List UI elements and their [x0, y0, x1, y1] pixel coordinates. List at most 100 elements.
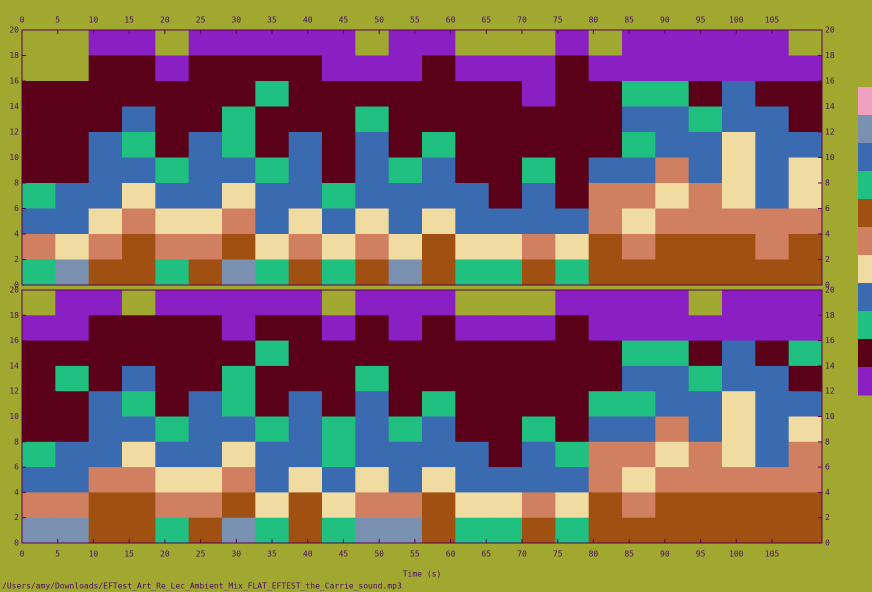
spectrogram-cell	[322, 492, 356, 519]
spectrogram-cell	[655, 30, 690, 56]
spectrogram-cell	[88, 391, 123, 417]
spectrogram-cell	[688, 55, 723, 82]
spectrogram-cell	[488, 340, 523, 367]
spectrogram-cell	[322, 208, 356, 235]
spectrogram-cell	[88, 467, 123, 493]
spectrogram-cell	[155, 365, 190, 392]
spectrogram-cell	[755, 416, 790, 443]
spectrogram-cell	[588, 208, 623, 235]
spectrogram-cell	[722, 492, 756, 519]
y-tick-label: 10	[825, 412, 835, 421]
spectrogram-cell	[788, 132, 823, 158]
spectrogram-cell	[388, 290, 423, 316]
spectrogram-cell	[322, 132, 356, 158]
x-tick-label: 0	[20, 16, 25, 25]
spectrogram-cell	[622, 441, 656, 468]
spectrogram-cell	[422, 315, 456, 342]
x-tick-label: 100	[729, 550, 744, 559]
y-tick-label: 16	[9, 77, 19, 86]
spectrogram-cell	[88, 259, 123, 286]
spectrogram-cell	[688, 290, 723, 316]
spectrogram-cell	[755, 467, 790, 493]
spectrogram-cell	[55, 391, 90, 417]
x-tick-label: 90	[660, 550, 670, 559]
spectrogram-cell	[755, 259, 790, 286]
x-tick-label: 85	[624, 550, 634, 559]
spectrogram-cell	[788, 106, 823, 133]
spectrogram-cell	[188, 467, 223, 493]
spectrogram-cell	[222, 441, 256, 468]
spectrogram-cell	[322, 441, 356, 468]
spectrogram-cell	[655, 259, 690, 286]
spectrogram-cell	[288, 441, 323, 468]
spectrogram-cell	[622, 55, 656, 82]
x-axis-label: Time (s)	[403, 570, 442, 579]
spectrogram-cell	[655, 157, 690, 184]
spectrogram-cell	[55, 492, 90, 519]
y-tick-label: 8	[14, 437, 19, 446]
x-tick-label: 65	[481, 16, 491, 25]
spectrogram-cell	[588, 55, 623, 82]
colorbar-swatch	[858, 171, 872, 200]
spectrogram-cell	[455, 81, 490, 107]
spectrogram-cell	[88, 30, 123, 56]
spectrogram-cell	[155, 492, 190, 519]
x-tick-label: 65	[481, 550, 491, 559]
spectrogram-cell	[155, 315, 190, 342]
spectrogram-cell	[55, 208, 90, 235]
colorbar-swatch	[858, 115, 872, 144]
spectrogram-cell	[755, 340, 790, 367]
spectrogram-cell	[122, 315, 156, 342]
spectrogram-cell	[388, 365, 423, 392]
y-tick-label: 6	[14, 463, 19, 472]
spectrogram-cell	[88, 315, 123, 342]
y-tick-label: 18	[825, 51, 835, 60]
y-tick-label: 16	[825, 336, 835, 345]
spectrogram-cell	[322, 416, 356, 443]
spectrogram-cell	[555, 467, 590, 493]
spectrogram-cell	[488, 106, 523, 133]
spectrogram-cell	[455, 340, 490, 367]
spectrogram-cell	[622, 30, 656, 56]
x-tick-label: 80	[589, 16, 599, 25]
spectrogram-cell	[788, 365, 823, 392]
spectrogram-cell	[322, 234, 356, 260]
spectrogram-cell	[688, 183, 723, 209]
spectrogram-cell	[355, 183, 390, 209]
spectrogram-cell	[622, 290, 656, 316]
spectrogram-cell	[788, 183, 823, 209]
x-tick-label: 70	[517, 550, 527, 559]
spectrogram-cell	[788, 234, 823, 260]
spectrogram-cell	[255, 340, 290, 367]
spectrogram-cell	[122, 290, 156, 316]
colorbar-swatch	[858, 283, 872, 312]
spectrogram-cell	[222, 391, 256, 417]
x-tick-label: 75	[553, 550, 563, 559]
spectrogram-cell	[555, 416, 590, 443]
spectrogram-cell	[222, 55, 256, 82]
x-tick-label: 60	[446, 550, 456, 559]
spectrogram-cell	[122, 517, 156, 544]
spectrogram-cell	[355, 315, 390, 342]
spectrogram-cell	[155, 416, 190, 443]
spectrogram-cell	[255, 157, 290, 184]
spectrogram-cell	[522, 106, 556, 133]
spectrogram-cell	[188, 234, 223, 260]
spectrogram-cell	[122, 157, 156, 184]
spectrogram-cell	[688, 365, 723, 392]
spectrogram-cell	[288, 208, 323, 235]
y-tick-label: 14	[825, 361, 835, 370]
spectrogram-cell	[122, 234, 156, 260]
spectrogram-cell	[122, 365, 156, 392]
spectrogram-cell	[688, 259, 723, 286]
spectrogram-cell	[355, 208, 390, 235]
spectrogram-cell	[455, 416, 490, 443]
spectrogram-cell	[655, 365, 690, 392]
spectrogram-cell	[522, 517, 556, 544]
spectrogram-cell	[655, 208, 690, 235]
spectrogram-cell	[322, 259, 356, 286]
x-tick-label: 20	[160, 550, 170, 559]
spectrogram-cell	[422, 183, 456, 209]
spectrogram-cell	[488, 234, 523, 260]
spectrogram-cell	[755, 315, 790, 342]
